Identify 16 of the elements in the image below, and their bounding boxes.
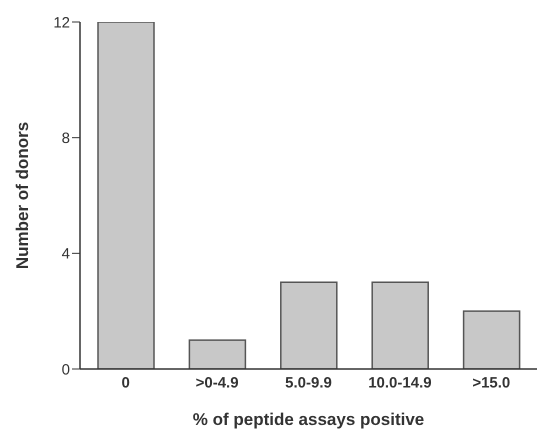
x-tick-label: >15.0 [472,374,510,392]
y-tick-label: 0 [62,361,70,378]
y-axis-title: Number of donors [13,122,32,270]
bar [97,22,155,369]
y-tick-label: 4 [62,246,70,263]
x-tick-label: >0-4.9 [196,374,239,392]
bar [188,339,246,369]
y-tick-label: 8 [62,130,70,147]
x-tick-label: 0 [122,374,130,392]
bar [280,282,338,369]
bar [371,282,429,369]
bar [462,310,520,369]
x-axis-title: % of peptide assays positive [192,410,424,429]
x-tick-label: 5.0-9.9 [285,374,332,392]
x-tick-label: 10.0-14.9 [368,374,432,392]
y-tick-label: 12 [53,14,70,32]
